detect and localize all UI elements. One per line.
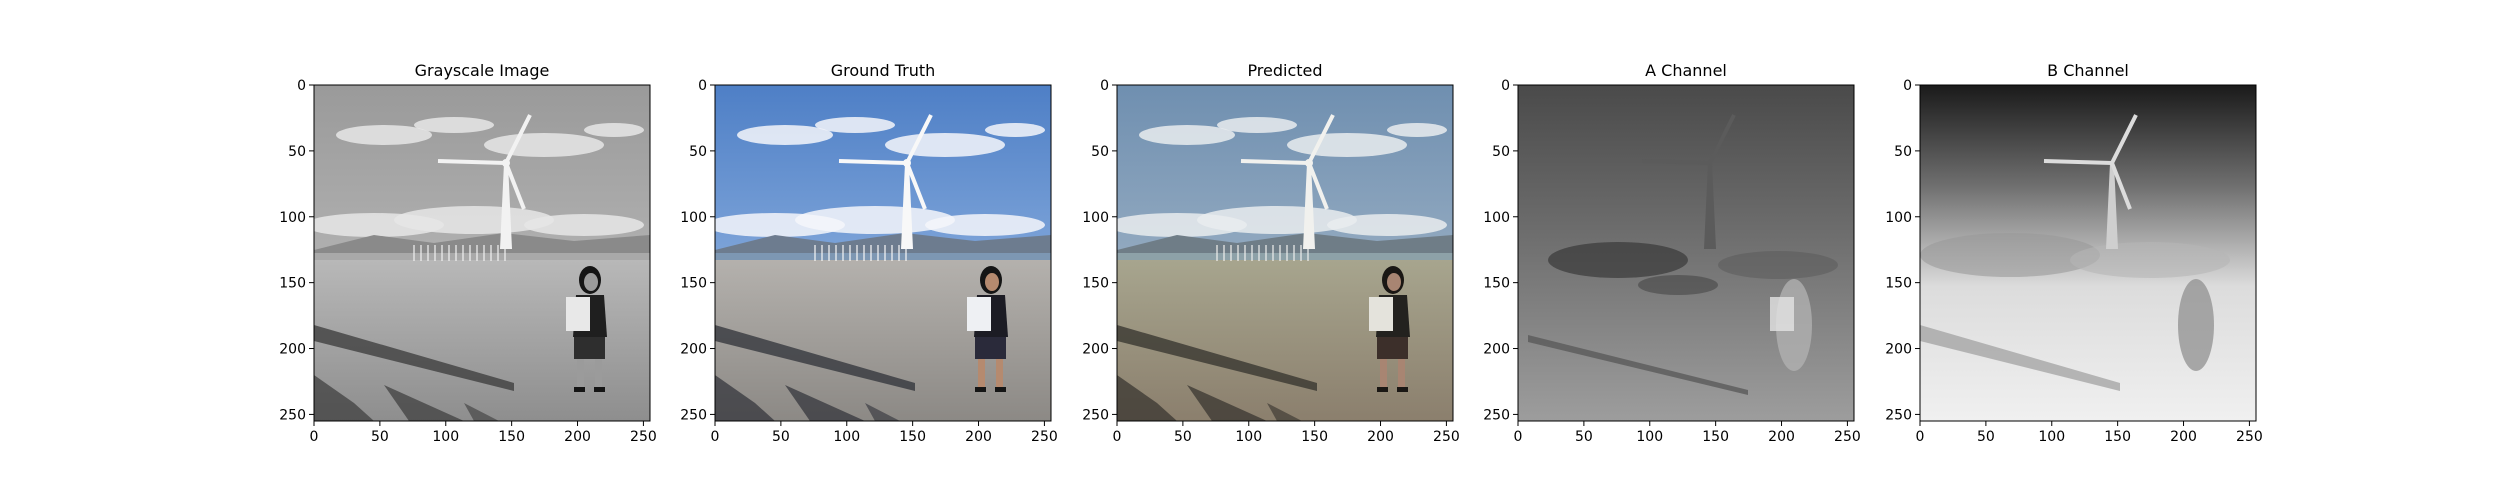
axes-frame — [1919, 84, 2257, 422]
y-tick-label: 0 — [1100, 78, 1109, 94]
y-tick-label: 0 — [1903, 78, 1912, 94]
x-tick-label: 150 — [1301, 429, 1328, 445]
panel-image — [715, 85, 1051, 421]
y-tick-label: 150 — [1885, 276, 1912, 292]
y-tick-label: 150 — [1483, 276, 1510, 292]
x-tick-label: 100 — [2038, 429, 2065, 445]
panel-title: A Channel — [1645, 61, 1727, 80]
x-tick-label: 50 — [772, 429, 790, 445]
y-tick-label: 0 — [698, 78, 707, 94]
x-tick-label: 150 — [1702, 429, 1729, 445]
y-tick-label: 100 — [1885, 210, 1912, 226]
x-tick-label: 100 — [833, 429, 860, 445]
panel-title: Grayscale Image — [415, 61, 550, 80]
y-tick-label: 50 — [689, 144, 707, 160]
panel-image — [314, 85, 650, 421]
x-tick-label: 250 — [1834, 429, 1861, 445]
panel-image — [1518, 85, 1854, 421]
y-tick-label: 200 — [279, 342, 306, 358]
y-tick-label: 150 — [1082, 276, 1109, 292]
x-tick-label: 50 — [1977, 429, 1995, 445]
axes-frame — [1517, 84, 1855, 422]
y-tick-label: 250 — [279, 407, 306, 423]
y-tick-label: 200 — [680, 342, 707, 358]
x-tick-label: 200 — [564, 429, 591, 445]
x-tick-label: 150 — [899, 429, 926, 445]
y-tick-label: 100 — [1082, 210, 1109, 226]
panel-image — [1920, 85, 2256, 421]
x-tick-label: 200 — [1768, 429, 1795, 445]
panel-image — [1117, 85, 1453, 421]
x-tick-label: 0 — [711, 429, 720, 445]
y-tick-label: 250 — [1082, 407, 1109, 423]
panel-title: Ground Truth — [831, 61, 936, 80]
x-tick-label: 250 — [2236, 429, 2263, 445]
x-tick-label: 50 — [371, 429, 389, 445]
y-tick-label: 250 — [680, 407, 707, 423]
y-tick-label: 0 — [1501, 78, 1510, 94]
x-tick-label: 0 — [310, 429, 319, 445]
panel-title: B Channel — [2047, 61, 2129, 80]
y-tick-label: 0 — [297, 78, 306, 94]
x-tick-label: 200 — [965, 429, 992, 445]
x-tick-label: 100 — [432, 429, 459, 445]
axes-frame — [313, 84, 651, 422]
panel-title: Predicted — [1247, 61, 1322, 80]
x-tick-label: 0 — [1113, 429, 1122, 445]
x-tick-label: 100 — [1636, 429, 1663, 445]
y-tick-label: 100 — [279, 210, 306, 226]
axes-frame — [714, 84, 1052, 422]
x-tick-label: 50 — [1174, 429, 1192, 445]
y-tick-label: 150 — [279, 276, 306, 292]
y-tick-label: 200 — [1885, 342, 1912, 358]
axes-frame — [1116, 84, 1454, 422]
y-tick-label: 200 — [1082, 342, 1109, 358]
x-tick-label: 150 — [2104, 429, 2131, 445]
x-tick-label: 150 — [498, 429, 525, 445]
y-tick-label: 100 — [1483, 210, 1510, 226]
x-tick-label: 0 — [1514, 429, 1523, 445]
y-tick-label: 50 — [1091, 144, 1109, 160]
x-tick-label: 200 — [2170, 429, 2197, 445]
x-tick-label: 250 — [1433, 429, 1460, 445]
y-tick-label: 150 — [680, 276, 707, 292]
y-tick-label: 100 — [680, 210, 707, 226]
y-tick-label: 200 — [1483, 342, 1510, 358]
y-tick-label: 50 — [288, 144, 306, 160]
x-tick-label: 250 — [1031, 429, 1058, 445]
x-tick-label: 200 — [1367, 429, 1394, 445]
y-tick-label: 250 — [1483, 407, 1510, 423]
x-tick-label: 100 — [1235, 429, 1262, 445]
y-tick-label: 50 — [1894, 144, 1912, 160]
x-tick-label: 50 — [1575, 429, 1593, 445]
y-tick-label: 50 — [1492, 144, 1510, 160]
x-tick-label: 0 — [1916, 429, 1925, 445]
x-tick-label: 250 — [630, 429, 657, 445]
y-tick-label: 250 — [1885, 407, 1912, 423]
